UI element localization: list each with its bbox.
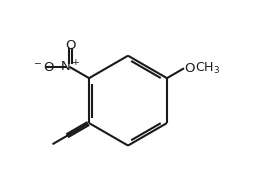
Text: $\mathrm{N}^+$: $\mathrm{N}^+$ bbox=[60, 60, 81, 75]
Text: CH$_3$: CH$_3$ bbox=[195, 61, 220, 76]
Text: $^-$O: $^-$O bbox=[33, 61, 56, 74]
Text: O: O bbox=[184, 62, 195, 75]
Text: O: O bbox=[65, 39, 76, 52]
